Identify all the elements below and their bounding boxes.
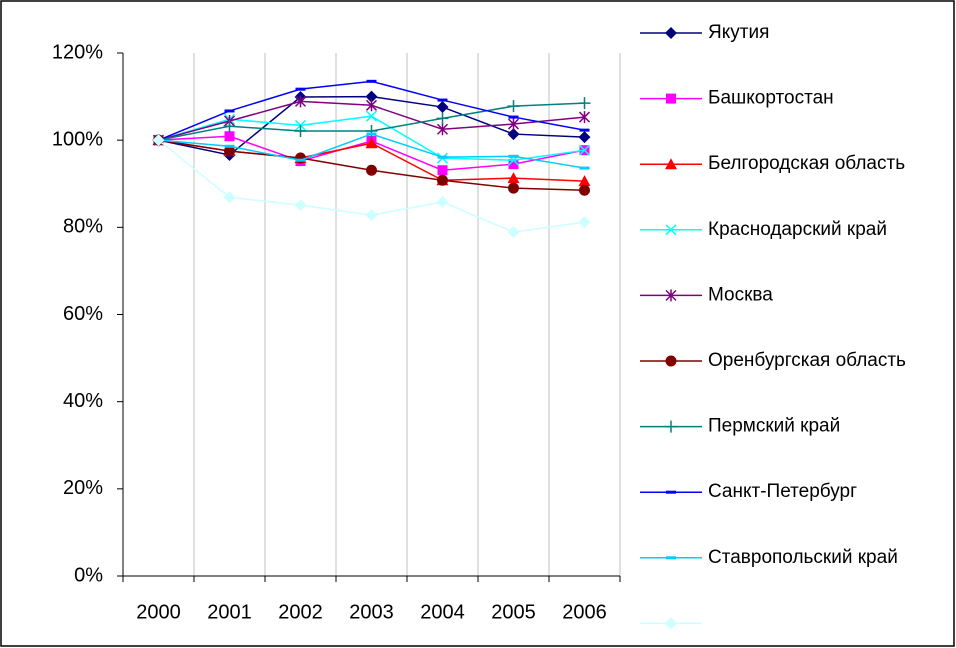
- marker: [224, 144, 235, 148]
- marker: [436, 101, 449, 114]
- marker: [437, 98, 448, 102]
- y-tick-label: 20%: [63, 477, 103, 499]
- legend-marker: [665, 224, 677, 236]
- x-tick-label: 2005: [491, 601, 536, 623]
- marker: [365, 137, 378, 149]
- marker: [295, 158, 306, 162]
- x-tick-label: 2006: [562, 601, 607, 623]
- marker: [366, 164, 377, 176]
- marker: [508, 182, 519, 194]
- marker: [578, 111, 591, 124]
- x-tick-label: 2001: [207, 601, 252, 623]
- marker: [578, 131, 591, 144]
- marker: [436, 196, 449, 209]
- marker: [152, 134, 165, 147]
- legend-label: Якутия: [708, 22, 769, 43]
- marker: [508, 154, 519, 158]
- legend-label: Башкортостан: [708, 88, 834, 109]
- legend-marker: [665, 617, 677, 630]
- marker: [223, 120, 236, 133]
- marker: [507, 118, 520, 131]
- legend-marker: [665, 27, 677, 39]
- legend-label: Пермский край: [708, 416, 840, 437]
- x-tick-label: 2000: [136, 601, 181, 623]
- x-tick-label: 2004: [420, 601, 465, 623]
- marker: [579, 166, 590, 170]
- y-tick-label: 60%: [63, 303, 103, 325]
- marker: [295, 87, 306, 91]
- marker: [437, 174, 448, 186]
- marker: [579, 128, 590, 132]
- marker: [507, 172, 520, 184]
- marker: [224, 109, 235, 113]
- legend-label: Ставропольский край: [708, 547, 898, 568]
- marker: [365, 99, 378, 112]
- marker: [437, 155, 448, 159]
- marker: [294, 199, 307, 212]
- y-tick-label: 40%: [63, 390, 103, 412]
- legend-marker: [666, 490, 676, 494]
- marker: [578, 175, 591, 187]
- marker: [294, 125, 307, 138]
- marker: [508, 115, 519, 119]
- y-tick-label: 100%: [52, 128, 103, 150]
- marker: [365, 90, 378, 103]
- legend-label: Белгородская область: [708, 153, 905, 174]
- marker: [437, 165, 448, 176]
- marker: [436, 112, 449, 125]
- marker: [294, 95, 307, 108]
- legend-label: Краснодарский край: [708, 219, 887, 240]
- x-tick-label: 2003: [349, 601, 394, 623]
- legend-label: Санкт-Петербург: [708, 481, 857, 502]
- marker: [507, 226, 520, 239]
- marker: [579, 184, 590, 196]
- marker: [366, 79, 377, 83]
- marker: [366, 132, 377, 136]
- marker: [507, 100, 520, 113]
- x-tick-label: 2002: [278, 601, 323, 623]
- marker: [365, 209, 378, 222]
- legend-marker: [665, 355, 677, 367]
- legend-label: Москва: [708, 284, 773, 305]
- marker: [508, 159, 519, 170]
- marker: [224, 145, 235, 157]
- y-tick-label: 0%: [74, 564, 103, 586]
- marker: [436, 123, 449, 136]
- marker: [224, 131, 235, 142]
- marker: [578, 216, 591, 229]
- legend-marker: [665, 158, 677, 170]
- y-tick-label: 80%: [63, 216, 103, 238]
- legend-marker: [666, 93, 676, 104]
- legend-marker: [666, 556, 676, 560]
- marker: [578, 144, 591, 156]
- legend-marker: [665, 289, 677, 302]
- marker: [578, 97, 591, 110]
- marker: [507, 128, 520, 141]
- legend-label: Оренбургская область: [708, 350, 906, 371]
- y-tick-label: 120%: [52, 41, 103, 63]
- marker: [223, 191, 236, 204]
- legend-marker: [665, 420, 677, 433]
- marker: [365, 110, 378, 122]
